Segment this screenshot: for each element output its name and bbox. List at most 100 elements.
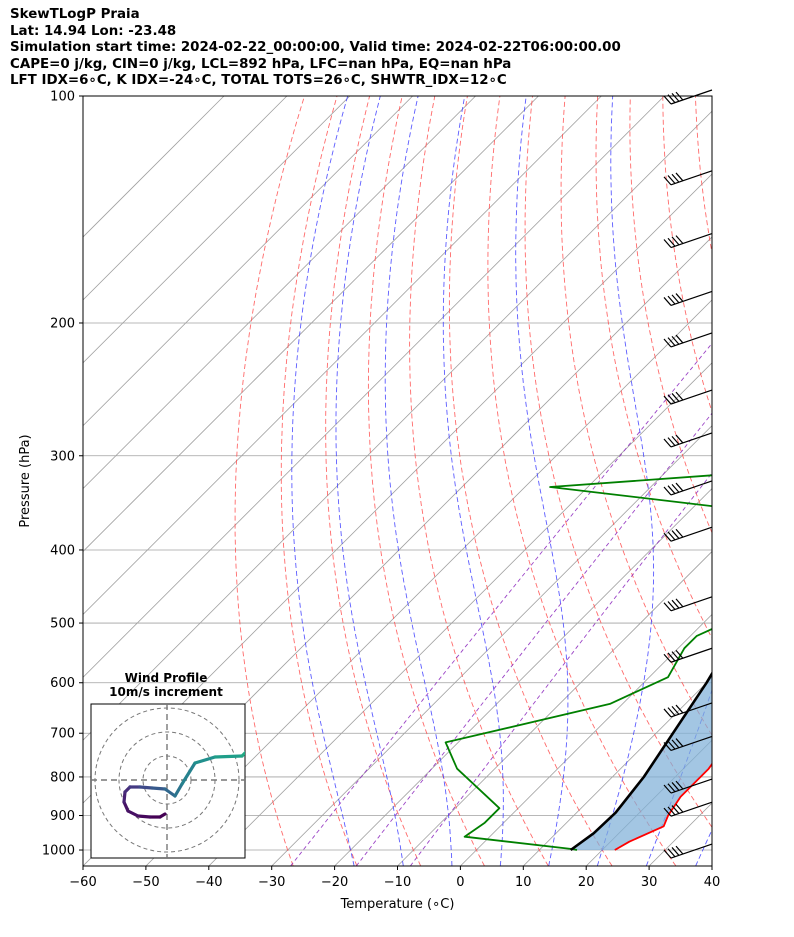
x-tick-label: 30 xyxy=(641,875,658,890)
wind-barb xyxy=(663,389,713,405)
isotherm xyxy=(711,865,712,866)
y-tick-label: 900 xyxy=(50,809,75,824)
x-axis-label: Temperature (∘C) xyxy=(340,897,455,912)
mixing-ratio-line xyxy=(290,342,712,866)
figure-title: SkewTLogP Praia Lat: 14.94 Lon: -23.48 S… xyxy=(10,7,621,90)
hodograph-segment xyxy=(193,755,217,765)
y-tick-label: 500 xyxy=(50,617,75,632)
hodograph-segment xyxy=(173,782,184,798)
hodograph-segment xyxy=(213,754,244,759)
title-line-times: Simulation start time: 2024-02-22_00:00:… xyxy=(10,40,621,56)
isotherm xyxy=(83,96,225,238)
x-tick-label: 40 xyxy=(704,875,721,890)
temperature-line xyxy=(614,762,712,851)
isotherm xyxy=(460,613,712,866)
x-tick-label: −60 xyxy=(69,875,96,890)
isotherm xyxy=(83,96,665,678)
wind-barb xyxy=(663,332,713,348)
moist-adiabat xyxy=(291,96,355,866)
hodograph-segment xyxy=(136,814,152,819)
isotherm xyxy=(83,110,712,741)
x-tick-label: −30 xyxy=(258,875,285,890)
dry-adiabat xyxy=(280,96,358,866)
moist-adiabat xyxy=(442,96,504,866)
moist-adiabat xyxy=(596,96,655,866)
x-tick-label: −10 xyxy=(384,875,411,890)
isotherm xyxy=(83,96,288,301)
wind-barbs xyxy=(663,89,713,859)
hodograph-segment xyxy=(163,787,177,798)
title-line-location: Lat: 14.94 Lon: -23.48 xyxy=(10,23,177,39)
wind-barb xyxy=(663,596,713,612)
isotherm xyxy=(83,96,539,553)
moist-adiabat xyxy=(335,96,404,866)
isotherm xyxy=(83,96,602,615)
dry-adiabat xyxy=(234,96,305,866)
cape-fill xyxy=(570,673,712,850)
moist-adiabat xyxy=(515,96,569,866)
hodograph-segment xyxy=(126,809,140,818)
moist-adiabat xyxy=(745,96,794,866)
dry-adiabat xyxy=(524,96,712,829)
dry-adiabat xyxy=(761,96,794,866)
isotherm xyxy=(397,550,712,866)
dewpoint-line xyxy=(444,474,712,851)
profile-lines xyxy=(444,474,712,852)
wind-barb xyxy=(663,432,713,448)
isotherm xyxy=(83,96,413,427)
dry-adiabat xyxy=(487,96,677,866)
wind-barb xyxy=(663,647,713,663)
wind-barb xyxy=(663,843,713,859)
y-axis-label: Pressure (hPa) xyxy=(18,434,33,527)
hodograph-segment xyxy=(180,761,197,786)
y-tick-label: 800 xyxy=(50,770,75,785)
dry-adiabat xyxy=(560,96,712,737)
y-tick-label: 300 xyxy=(50,449,75,464)
wind-barb xyxy=(663,232,713,249)
isotherm xyxy=(83,96,476,490)
wind-barb xyxy=(663,526,713,542)
parcel-path-line xyxy=(569,671,712,852)
dry-adiabat xyxy=(728,96,794,866)
hodograph-segment xyxy=(138,785,154,790)
isotherm xyxy=(208,362,712,866)
wind-barb xyxy=(663,801,713,817)
wind-barb xyxy=(663,170,713,186)
inset-title: Wind Profile xyxy=(125,671,208,685)
y-tick-label: 600 xyxy=(50,676,75,691)
inset-subtitle: 10m/s increment xyxy=(109,685,223,699)
isotherm xyxy=(83,96,351,364)
wind-barb xyxy=(663,735,713,752)
title-line-station: SkewTLogP Praia xyxy=(10,7,140,22)
title-line-indices: LFT IDX=6∘C, K IDX=-24∘C, TOTAL TOTS=26∘… xyxy=(10,73,507,89)
y-tick-label: 100 xyxy=(50,90,75,105)
y-tick-label: 200 xyxy=(50,316,75,331)
x-tick-label: −50 xyxy=(132,875,159,890)
hodograph-segment xyxy=(150,786,167,791)
plot-axes: −60 −50 −40 −30 −20 −10 0 10 20 30 40 1000 900 800 700… xyxy=(18,90,720,913)
hodograph-segment xyxy=(122,800,130,813)
moist-adiabat xyxy=(384,96,453,866)
dry-adiabat xyxy=(595,96,712,640)
inset-frame xyxy=(90,703,246,859)
x-tick-label: 0 xyxy=(456,875,464,890)
wind-barb xyxy=(663,290,713,307)
x-tick-label: −20 xyxy=(321,875,348,890)
mixing-ratio-line xyxy=(410,472,712,866)
x-tick-label: 20 xyxy=(578,875,595,890)
hodograph-segment xyxy=(240,750,245,758)
x-tick-label: −40 xyxy=(195,875,222,890)
dry-adiabat xyxy=(367,96,485,866)
dry-adiabat xyxy=(409,96,549,866)
isotherm xyxy=(271,425,712,866)
dry-adiabat xyxy=(448,96,613,866)
y-tick-label: 1000 xyxy=(42,844,75,859)
isotherm xyxy=(145,299,712,866)
cape-cin-fill xyxy=(570,673,712,850)
isotherm xyxy=(523,676,712,866)
wind-barb xyxy=(663,702,713,718)
y-tick-label: 400 xyxy=(50,543,75,558)
title-line-cape: CAPE=0 j/kg, CIN=0 j/kg, LCL=892 hPa, LF… xyxy=(10,56,512,72)
